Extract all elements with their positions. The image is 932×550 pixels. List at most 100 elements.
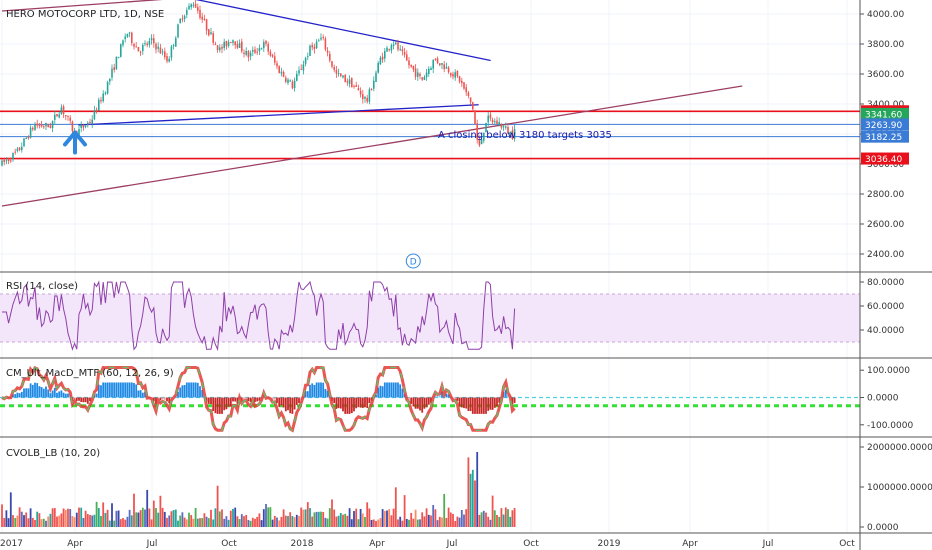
macd-bar-197 bbox=[434, 394, 437, 398]
volume-bar-81 bbox=[179, 515, 182, 527]
volume-bar-123 bbox=[271, 519, 274, 527]
volume-bar-93 bbox=[205, 516, 208, 527]
candle-body-12 bbox=[27, 136, 30, 139]
volume-bar-213 bbox=[469, 473, 472, 527]
volume-bar-41 bbox=[91, 515, 94, 527]
candle-body-207 bbox=[456, 70, 459, 77]
volume-bar-231 bbox=[509, 516, 512, 527]
volume-bar-145 bbox=[320, 511, 322, 527]
candle-body-13 bbox=[29, 127, 32, 138]
macd-bar-89 bbox=[196, 382, 199, 398]
candle-body-3 bbox=[7, 159, 10, 161]
volume-bar-183 bbox=[403, 495, 406, 527]
macd-bar-225 bbox=[496, 397, 498, 407]
time-tick-label-1: Apr bbox=[67, 539, 83, 549]
volume-bar-57 bbox=[126, 516, 129, 527]
candle-body-155 bbox=[342, 75, 344, 78]
volume-bar-140 bbox=[309, 508, 311, 527]
macd-bar-84 bbox=[185, 382, 188, 398]
macd-bar-60 bbox=[133, 383, 135, 398]
candle-body-27 bbox=[60, 107, 63, 114]
candle-body-69 bbox=[153, 38, 155, 44]
candle-body-101 bbox=[223, 41, 225, 48]
volume-bar-133 bbox=[293, 517, 296, 527]
candle-body-139 bbox=[307, 56, 309, 58]
volume-bar-136 bbox=[300, 507, 303, 527]
candle-body-111 bbox=[245, 50, 247, 55]
volume-bar-208 bbox=[458, 517, 461, 527]
macd-bar-217 bbox=[478, 397, 481, 414]
volume-bar-110 bbox=[243, 516, 245, 527]
candle-body-211 bbox=[465, 87, 467, 93]
ind0-tick-label-1: 60.0000 bbox=[867, 302, 904, 312]
macd-bar-13 bbox=[29, 383, 32, 398]
candle-body-147 bbox=[324, 38, 327, 50]
chart-annotation: A closing below 3180 targets 3035 bbox=[438, 130, 612, 141]
candle-body-216 bbox=[476, 123, 478, 140]
macd-bar-161 bbox=[355, 397, 358, 409]
candle-body-130 bbox=[287, 79, 289, 83]
volume-bar-117 bbox=[258, 513, 261, 527]
volume-bar-169 bbox=[372, 519, 375, 527]
candle-body-70 bbox=[155, 43, 157, 50]
macd-bar-61 bbox=[135, 384, 138, 398]
candle-body-8 bbox=[18, 147, 21, 150]
candle-body-132 bbox=[291, 81, 294, 89]
macd-bar-26 bbox=[58, 391, 61, 398]
price-tick-label-5: 3000.00 bbox=[867, 160, 904, 170]
macd-bar-16 bbox=[36, 383, 39, 398]
candle-body-65 bbox=[144, 43, 146, 45]
candle-body-197 bbox=[434, 58, 437, 60]
candle-body-143 bbox=[315, 41, 318, 49]
volume-bar-96 bbox=[212, 519, 215, 527]
macd-bar-73 bbox=[161, 397, 164, 400]
volume-bar-1 bbox=[3, 518, 6, 527]
macd-bar-85 bbox=[188, 382, 190, 398]
volume-bar-184 bbox=[405, 519, 408, 527]
trend-line-2 bbox=[195, 0, 491, 62]
macd-bar-35 bbox=[78, 397, 80, 401]
macd-bar-193 bbox=[425, 397, 428, 408]
volume-bar-90 bbox=[199, 518, 201, 527]
macd-bar-39 bbox=[86, 397, 89, 404]
macd-bar-94 bbox=[207, 397, 210, 404]
ind1-tick-label-1: 0.0000 bbox=[867, 394, 899, 404]
volume-bar-51 bbox=[113, 520, 116, 527]
volume-bar-155 bbox=[342, 514, 344, 527]
volume-bar-28 bbox=[62, 508, 65, 527]
macd-bar-56 bbox=[124, 382, 127, 398]
macd-bar-211 bbox=[465, 397, 468, 409]
candle-body-81 bbox=[179, 18, 181, 24]
candle-body-35 bbox=[78, 129, 80, 138]
macd-bar-180 bbox=[397, 382, 399, 398]
macd-bar-21 bbox=[47, 389, 50, 398]
volume-bar-228 bbox=[502, 514, 505, 527]
volume-bar-206 bbox=[454, 520, 457, 527]
volume-bar-84 bbox=[185, 519, 188, 527]
volume-bar-25 bbox=[56, 516, 58, 527]
candle-body-199 bbox=[439, 63, 441, 66]
candle-body-18 bbox=[40, 124, 43, 127]
macd-bar-29 bbox=[64, 393, 67, 398]
macd-bar-208 bbox=[458, 397, 461, 407]
volume-bar-11 bbox=[25, 512, 28, 527]
macd-bar-109 bbox=[240, 397, 243, 401]
candle-body-145 bbox=[320, 37, 322, 40]
candle-body-83 bbox=[183, 16, 186, 19]
candle-body-176 bbox=[388, 48, 390, 50]
price-tick-label-3: 3400.00 bbox=[867, 100, 904, 110]
candle-body-24 bbox=[54, 114, 56, 120]
candle-body-190 bbox=[419, 73, 421, 77]
candle-body-73 bbox=[161, 51, 164, 53]
volume-bar-52 bbox=[115, 510, 118, 527]
macd-bar-24 bbox=[53, 387, 56, 398]
macd-bar-40 bbox=[89, 397, 91, 402]
volume-bar-58 bbox=[128, 509, 131, 527]
candle-body-7 bbox=[16, 148, 19, 151]
rsi-path bbox=[2, 280, 516, 352]
candle-body-161 bbox=[355, 85, 357, 88]
grid-lines bbox=[0, 0, 860, 533]
time-tick-label-7: Oct bbox=[523, 539, 539, 549]
